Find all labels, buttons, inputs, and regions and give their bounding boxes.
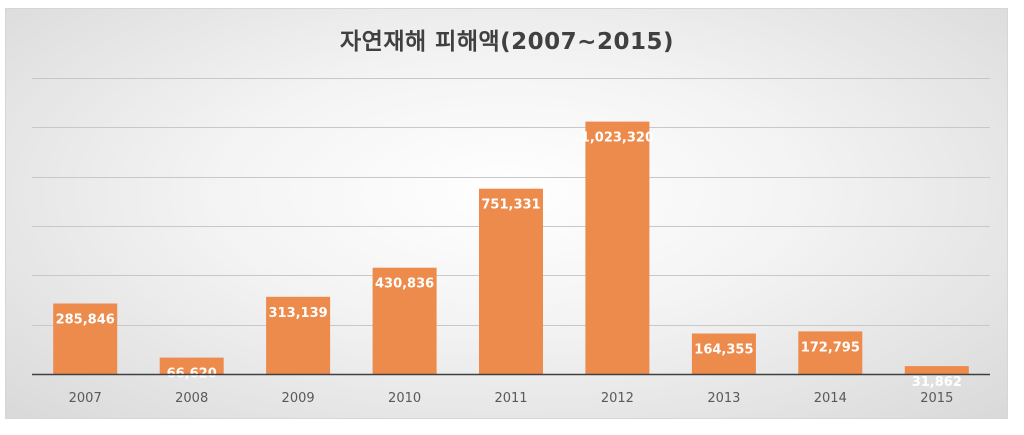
data-label-2013: 164,355 (694, 343, 753, 358)
x-tick-label-2011: 2011 (494, 391, 527, 406)
data-label-2009: 313,139 (268, 306, 327, 321)
bar-2013 (691, 333, 756, 374)
bar-2007 (53, 303, 118, 374)
x-tick-label-2014: 2014 (814, 391, 847, 406)
x-tick-label-2013: 2013 (707, 391, 740, 406)
bar-2012 (585, 121, 650, 374)
data-label-2012: 1,023,320 (581, 131, 654, 146)
bar-2010 (372, 267, 437, 374)
data-label-2011: 751,331 (481, 198, 540, 213)
bar-2014 (798, 331, 863, 374)
x-tick-label-2015: 2015 (920, 391, 953, 406)
data-label-2010: 430,836 (375, 277, 434, 292)
x-tick-label-2010: 2010 (388, 391, 421, 406)
x-tick-label-2012: 2012 (601, 391, 634, 406)
bar-2011 (479, 188, 543, 374)
x-tick-label-2007: 2007 (69, 391, 102, 406)
x-tick-label-2008: 2008 (175, 391, 208, 406)
data-label-2007: 285,846 (56, 313, 115, 328)
bar-2015 (904, 366, 969, 374)
chart-title: 자연재해 피해액(2007~2015) (340, 29, 674, 55)
bar-2009 (266, 296, 331, 374)
data-label-2015: 31,862 (912, 375, 962, 390)
data-label-2014: 172,795 (801, 340, 860, 355)
bar-2008 (159, 357, 224, 374)
x-tick-label-2009: 2009 (282, 391, 315, 406)
